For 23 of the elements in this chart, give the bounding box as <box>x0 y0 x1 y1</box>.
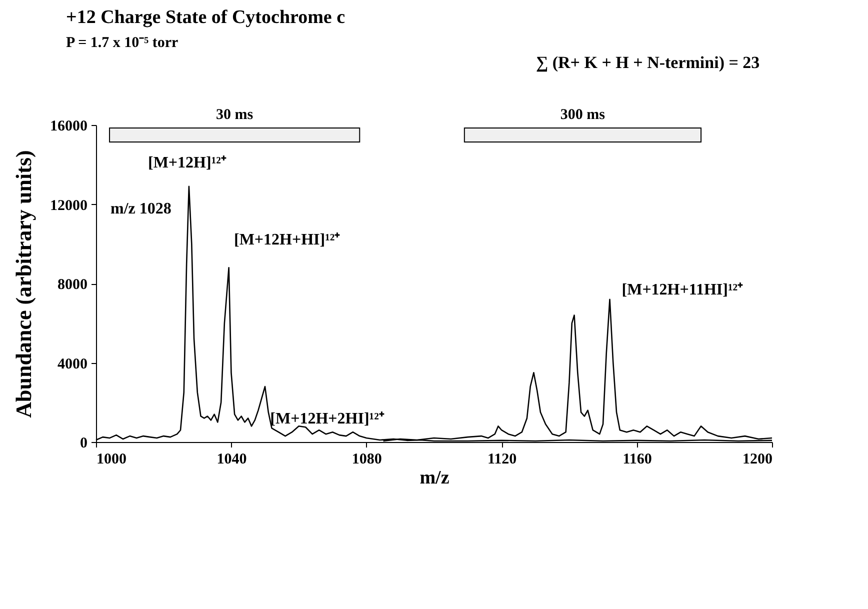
band-label: 300 ms <box>560 107 606 123</box>
y-tick-label: 4000 <box>58 356 88 372</box>
x-tick-label: 1160 <box>622 452 652 468</box>
text: ∑ (R+ K + H + N-termini) = 23 <box>536 53 760 72</box>
band-label: 30 ms <box>216 107 254 123</box>
y-tick-label: 0 <box>80 436 88 452</box>
chart-title: +12 Charge State of Cytochrome c <box>66 7 346 28</box>
y-tick-label: 16000 <box>50 118 88 134</box>
annotation: [M+12H]¹²⁺ <box>148 154 227 172</box>
y-tick-label: 12000 <box>50 198 88 214</box>
x-tick-label: 1120 <box>488 452 517 468</box>
x-tick-label: 1200 <box>742 452 772 468</box>
annotation: [M+12H+11HI]¹²⁺ <box>622 281 744 298</box>
annotation: [M+12H+2HI]¹²⁺ <box>270 410 385 428</box>
x-tick-label: 1000 <box>96 452 126 468</box>
x-tick-label: 1040 <box>216 452 247 468</box>
annotation: m/z 1028 <box>110 200 172 218</box>
x-tick-label: 1080 <box>352 452 382 468</box>
y-axis-title: Abundance (arbitrary units) <box>11 150 36 418</box>
y-tick-label: 8000 <box>58 277 88 293</box>
chart-subtitle: P = 1.7 x 10⁻⁵ torr <box>66 35 179 51</box>
x-axis-title: m/z <box>420 468 450 488</box>
annotation: [M+12H+HI]¹²⁺ <box>234 232 341 249</box>
